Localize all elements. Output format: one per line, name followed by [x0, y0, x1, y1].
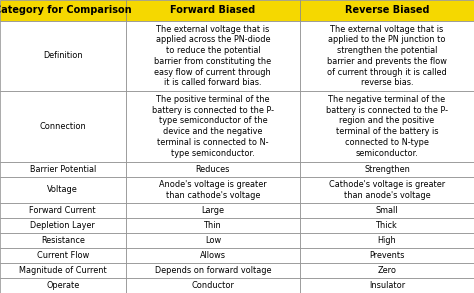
Text: Conductor: Conductor: [191, 281, 234, 290]
Text: Thin: Thin: [204, 221, 222, 230]
Bar: [0, 161, 126, 177]
Bar: [126, 278, 300, 293]
Text: Barrier Potential: Barrier Potential: [30, 165, 96, 173]
Text: Allows: Allows: [200, 251, 226, 260]
Bar: [300, 263, 474, 278]
Bar: [126, 263, 300, 278]
Text: Forward Current: Forward Current: [29, 206, 96, 215]
Text: The negative terminal of the
battery is connected to the P-
region and the posit: The negative terminal of the battery is …: [326, 95, 448, 158]
Bar: [0, 0, 126, 21]
Text: The positive terminal of the
battery is connected to the P-
type semiconductor o: The positive terminal of the battery is …: [152, 95, 274, 158]
Text: Current Flow: Current Flow: [36, 251, 89, 260]
Text: Strengthen: Strengthen: [364, 165, 410, 173]
Bar: [126, 218, 300, 233]
Text: Forward Biased: Forward Biased: [170, 5, 255, 15]
Bar: [0, 218, 126, 233]
Text: Prevents: Prevents: [369, 251, 405, 260]
Bar: [126, 161, 300, 177]
Text: Low: Low: [205, 236, 221, 245]
Bar: [300, 161, 474, 177]
Bar: [126, 177, 300, 203]
Text: Cathode's voltage is greater
than anode's voltage: Cathode's voltage is greater than anode'…: [329, 180, 445, 200]
Text: Anode's voltage is greater
than cathode's voltage: Anode's voltage is greater than cathode'…: [159, 180, 267, 200]
Text: Voltage: Voltage: [47, 185, 78, 194]
Bar: [126, 203, 300, 218]
Bar: [0, 263, 126, 278]
Text: Depletion Layer: Depletion Layer: [30, 221, 95, 230]
Text: Reverse Biased: Reverse Biased: [345, 5, 429, 15]
Bar: [300, 203, 474, 218]
Bar: [300, 21, 474, 91]
Bar: [0, 91, 126, 161]
Bar: [126, 91, 300, 161]
Bar: [300, 233, 474, 248]
Text: Small: Small: [376, 206, 398, 215]
Bar: [0, 177, 126, 203]
Text: The external voltage that is
applied across the PN-diode
to reduce the potential: The external voltage that is applied acr…: [154, 25, 272, 87]
Text: Large: Large: [201, 206, 224, 215]
Bar: [300, 91, 474, 161]
Text: Resistance: Resistance: [41, 236, 85, 245]
Bar: [126, 21, 300, 91]
Text: Thick: Thick: [376, 221, 398, 230]
Text: Category for Comparison: Category for Comparison: [0, 5, 132, 15]
Bar: [0, 203, 126, 218]
Text: Definition: Definition: [43, 51, 82, 60]
Bar: [300, 278, 474, 293]
Text: The external voltage that is
applied to the PN junction to
strengthen the potent: The external voltage that is applied to …: [327, 25, 447, 87]
Text: Connection: Connection: [39, 122, 86, 131]
Text: Zero: Zero: [377, 266, 397, 275]
Bar: [300, 218, 474, 233]
Text: High: High: [378, 236, 396, 245]
Bar: [300, 177, 474, 203]
Text: Insulator: Insulator: [369, 281, 405, 290]
Bar: [300, 248, 474, 263]
Bar: [300, 0, 474, 21]
Text: Operate: Operate: [46, 281, 80, 290]
Bar: [126, 248, 300, 263]
Text: Depends on forward voltage: Depends on forward voltage: [155, 266, 271, 275]
Bar: [126, 233, 300, 248]
Bar: [0, 248, 126, 263]
Bar: [126, 0, 300, 21]
Bar: [0, 21, 126, 91]
Text: Magnitude of Current: Magnitude of Current: [19, 266, 107, 275]
Bar: [0, 278, 126, 293]
Bar: [0, 233, 126, 248]
Text: Reduces: Reduces: [196, 165, 230, 173]
